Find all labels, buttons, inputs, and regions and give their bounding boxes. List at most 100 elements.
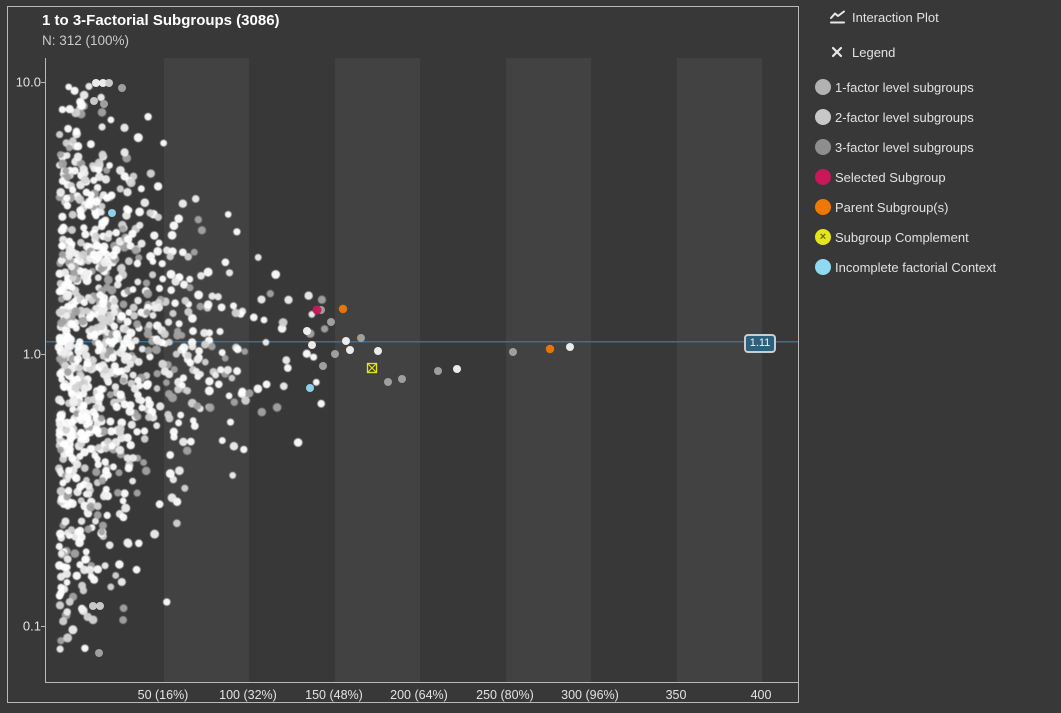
- subgroup-point[interactable]: [188, 342, 197, 351]
- subgroup-point[interactable]: [133, 259, 142, 268]
- subgroup-point[interactable]: [65, 448, 74, 457]
- subgroup-point[interactable]: [113, 367, 121, 376]
- subgroup-point[interactable]: [233, 367, 242, 376]
- subgroup-point[interactable]: [164, 318, 173, 326]
- subgroup-point[interactable]: [77, 238, 85, 247]
- subgroup-point[interactable]: [357, 334, 365, 342]
- subgroup-point[interactable]: [100, 100, 108, 108]
- subgroup-point[interactable]: [64, 486, 73, 495]
- subgroup-point[interactable]: [279, 382, 288, 391]
- subgroup-point[interactable]: [123, 205, 131, 213]
- subgroup-point[interactable]: [60, 268, 70, 277]
- subgroup-point[interactable]: [93, 511, 102, 520]
- subgroup-point[interactable]: [106, 417, 115, 426]
- subgroup-point[interactable]: [119, 616, 127, 624]
- subgroup-point[interactable]: [56, 467, 64, 475]
- subgroup-point[interactable]: [85, 82, 93, 90]
- subgroup-point[interactable]: [120, 377, 128, 385]
- subgroup-point[interactable]: [84, 200, 94, 210]
- subgroup-point[interactable]: [169, 427, 178, 436]
- subgroup-point[interactable]: [143, 289, 153, 299]
- subgroup-point[interactable]: [78, 581, 87, 590]
- subgroup-point[interactable]: [142, 279, 151, 287]
- subgroup-point[interactable]: [63, 201, 72, 210]
- subgroup-point[interactable]: [129, 286, 137, 293]
- subgroup-point[interactable]: [101, 175, 111, 184]
- subgroup-point[interactable]: [194, 215, 203, 224]
- subgroup-point[interactable]: [78, 316, 88, 326]
- subgroup-point[interactable]: [109, 463, 117, 471]
- subgroup-point[interactable]: [346, 346, 354, 354]
- subgroup-point[interactable]: [83, 358, 93, 368]
- subgroup-point[interactable]: [146, 252, 156, 261]
- subgroup-point[interactable]: [115, 424, 125, 434]
- subgroup-point[interactable]: [146, 209, 154, 217]
- subgroup-point[interactable]: [72, 324, 80, 332]
- subgroup-point[interactable]: [72, 127, 81, 136]
- subgroup-point[interactable]: [257, 295, 266, 304]
- subgroup-point[interactable]: [80, 464, 89, 472]
- subgroup-point[interactable]: [214, 380, 223, 389]
- subgroup-point[interactable]: [64, 472, 72, 480]
- subgroup-point[interactable]: [94, 347, 102, 355]
- subgroup-point[interactable]: [62, 326, 71, 336]
- subgroup-point[interactable]: [233, 345, 242, 354]
- subgroup-point[interactable]: [163, 598, 171, 606]
- legend-item[interactable]: 1-factor level subgroups: [812, 72, 1061, 102]
- subgroup-point[interactable]: [55, 420, 64, 429]
- subgroup-point[interactable]: [96, 291, 104, 299]
- subgroup-point[interactable]: [94, 158, 104, 168]
- subgroup-point[interactable]: [151, 345, 161, 355]
- subgroup-point[interactable]: [107, 583, 115, 591]
- subgroup-point[interactable]: [99, 242, 109, 251]
- subgroup-point[interactable]: [73, 250, 81, 258]
- subgroup-point[interactable]: [126, 328, 136, 338]
- subgroup-point[interactable]: [103, 275, 113, 285]
- subgroup-point[interactable]: [93, 502, 102, 511]
- subgroup-point[interactable]: [181, 484, 189, 492]
- subgroup-point[interactable]: [84, 525, 92, 534]
- subgroup-point[interactable]: [80, 175, 90, 185]
- subgroup-point[interactable]: [69, 137, 77, 145]
- subgroup-point[interactable]: [228, 374, 236, 382]
- legend-item[interactable]: Incomplete factorial Context: [812, 252, 1061, 282]
- subgroup-point[interactable]: [262, 339, 270, 346]
- subgroup-point[interactable]: [93, 426, 102, 436]
- subgroup-point[interactable]: [73, 152, 83, 162]
- subgroup-point[interactable]: [94, 461, 102, 469]
- subgroup-point[interactable]: [119, 225, 127, 233]
- subgroup-point[interactable]: [86, 140, 95, 149]
- subgroup-point[interactable]: [166, 451, 175, 459]
- subgroup-point[interactable]: [99, 217, 109, 227]
- subgroup-point[interactable]: [116, 185, 124, 193]
- subgroup-point[interactable]: [110, 308, 118, 316]
- subgroup-point[interactable]: [76, 206, 84, 215]
- subgroup-point[interactable]: [112, 228, 121, 237]
- subgroup-point[interactable]: [85, 482, 93, 490]
- subgroup-point[interactable]: [55, 395, 64, 405]
- legend-item[interactable]: Parent Subgroup(s): [812, 192, 1061, 222]
- subgroup-point[interactable]: [99, 426, 109, 436]
- subgroup-point[interactable]: [201, 358, 209, 366]
- subgroup-point[interactable]: [73, 410, 80, 418]
- subgroup-point[interactable]: [75, 381, 83, 389]
- subgroup-point[interactable]: [140, 435, 149, 443]
- subgroup-point[interactable]: [132, 565, 141, 574]
- subgroup-point[interactable]: [170, 365, 178, 374]
- subgroup-point[interactable]: [90, 356, 98, 364]
- subgroup-point[interactable]: [77, 101, 86, 110]
- subgroup-point[interactable]: [84, 430, 92, 438]
- subgroup-point[interactable]: [98, 305, 108, 315]
- subgroup-point[interactable]: [175, 419, 183, 427]
- subgroup-point[interactable]: [67, 435, 75, 443]
- subgroup-point[interactable]: [112, 572, 120, 579]
- subgroup-point[interactable]: [183, 387, 192, 395]
- subgroup-point[interactable]: [116, 390, 125, 399]
- subgroup-point[interactable]: [80, 224, 88, 232]
- subgroup-point[interactable]: [102, 445, 110, 453]
- subgroup-point[interactable]: [79, 90, 89, 100]
- subgroup-point[interactable]: [103, 194, 111, 202]
- subgroup-point[interactable]: [124, 464, 133, 473]
- subgroup-point[interactable]: [116, 264, 126, 273]
- subgroup-point[interactable]: [197, 370, 204, 378]
